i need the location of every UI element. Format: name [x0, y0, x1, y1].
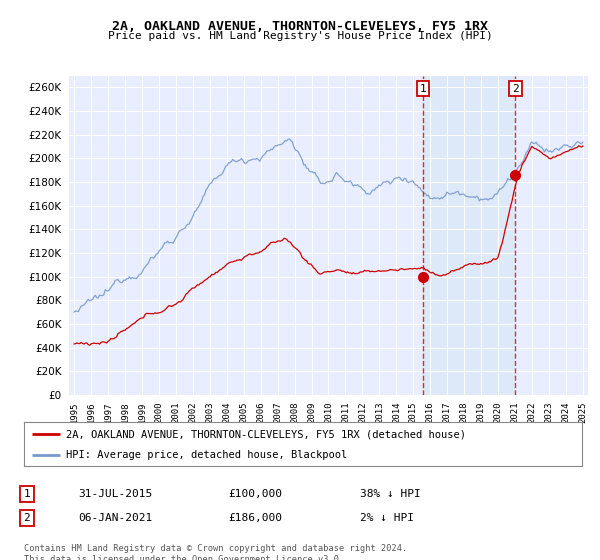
- Text: 2% ↓ HPI: 2% ↓ HPI: [360, 513, 414, 523]
- Text: 2: 2: [23, 513, 31, 523]
- Text: 2A, OAKLAND AVENUE, THORNTON-CLEVELEYS, FY5 1RX (detached house): 2A, OAKLAND AVENUE, THORNTON-CLEVELEYS, …: [66, 429, 466, 439]
- Text: Price paid vs. HM Land Registry's House Price Index (HPI): Price paid vs. HM Land Registry's House …: [107, 31, 493, 41]
- Text: Contains HM Land Registry data © Crown copyright and database right 2024.
This d: Contains HM Land Registry data © Crown c…: [24, 544, 407, 560]
- Bar: [423, 76, 515, 395]
- Text: 1: 1: [420, 83, 427, 94]
- Text: 1: 1: [23, 489, 31, 499]
- Text: 38% ↓ HPI: 38% ↓ HPI: [360, 489, 421, 499]
- Text: HPI: Average price, detached house, Blackpool: HPI: Average price, detached house, Blac…: [66, 450, 347, 460]
- Text: £100,000: £100,000: [228, 489, 282, 499]
- Text: 2: 2: [512, 83, 519, 94]
- Text: £186,000: £186,000: [228, 513, 282, 523]
- Text: 06-JAN-2021: 06-JAN-2021: [78, 513, 152, 523]
- Text: 31-JUL-2015: 31-JUL-2015: [78, 489, 152, 499]
- Text: 2A, OAKLAND AVENUE, THORNTON-CLEVELEYS, FY5 1RX: 2A, OAKLAND AVENUE, THORNTON-CLEVELEYS, …: [112, 20, 488, 32]
